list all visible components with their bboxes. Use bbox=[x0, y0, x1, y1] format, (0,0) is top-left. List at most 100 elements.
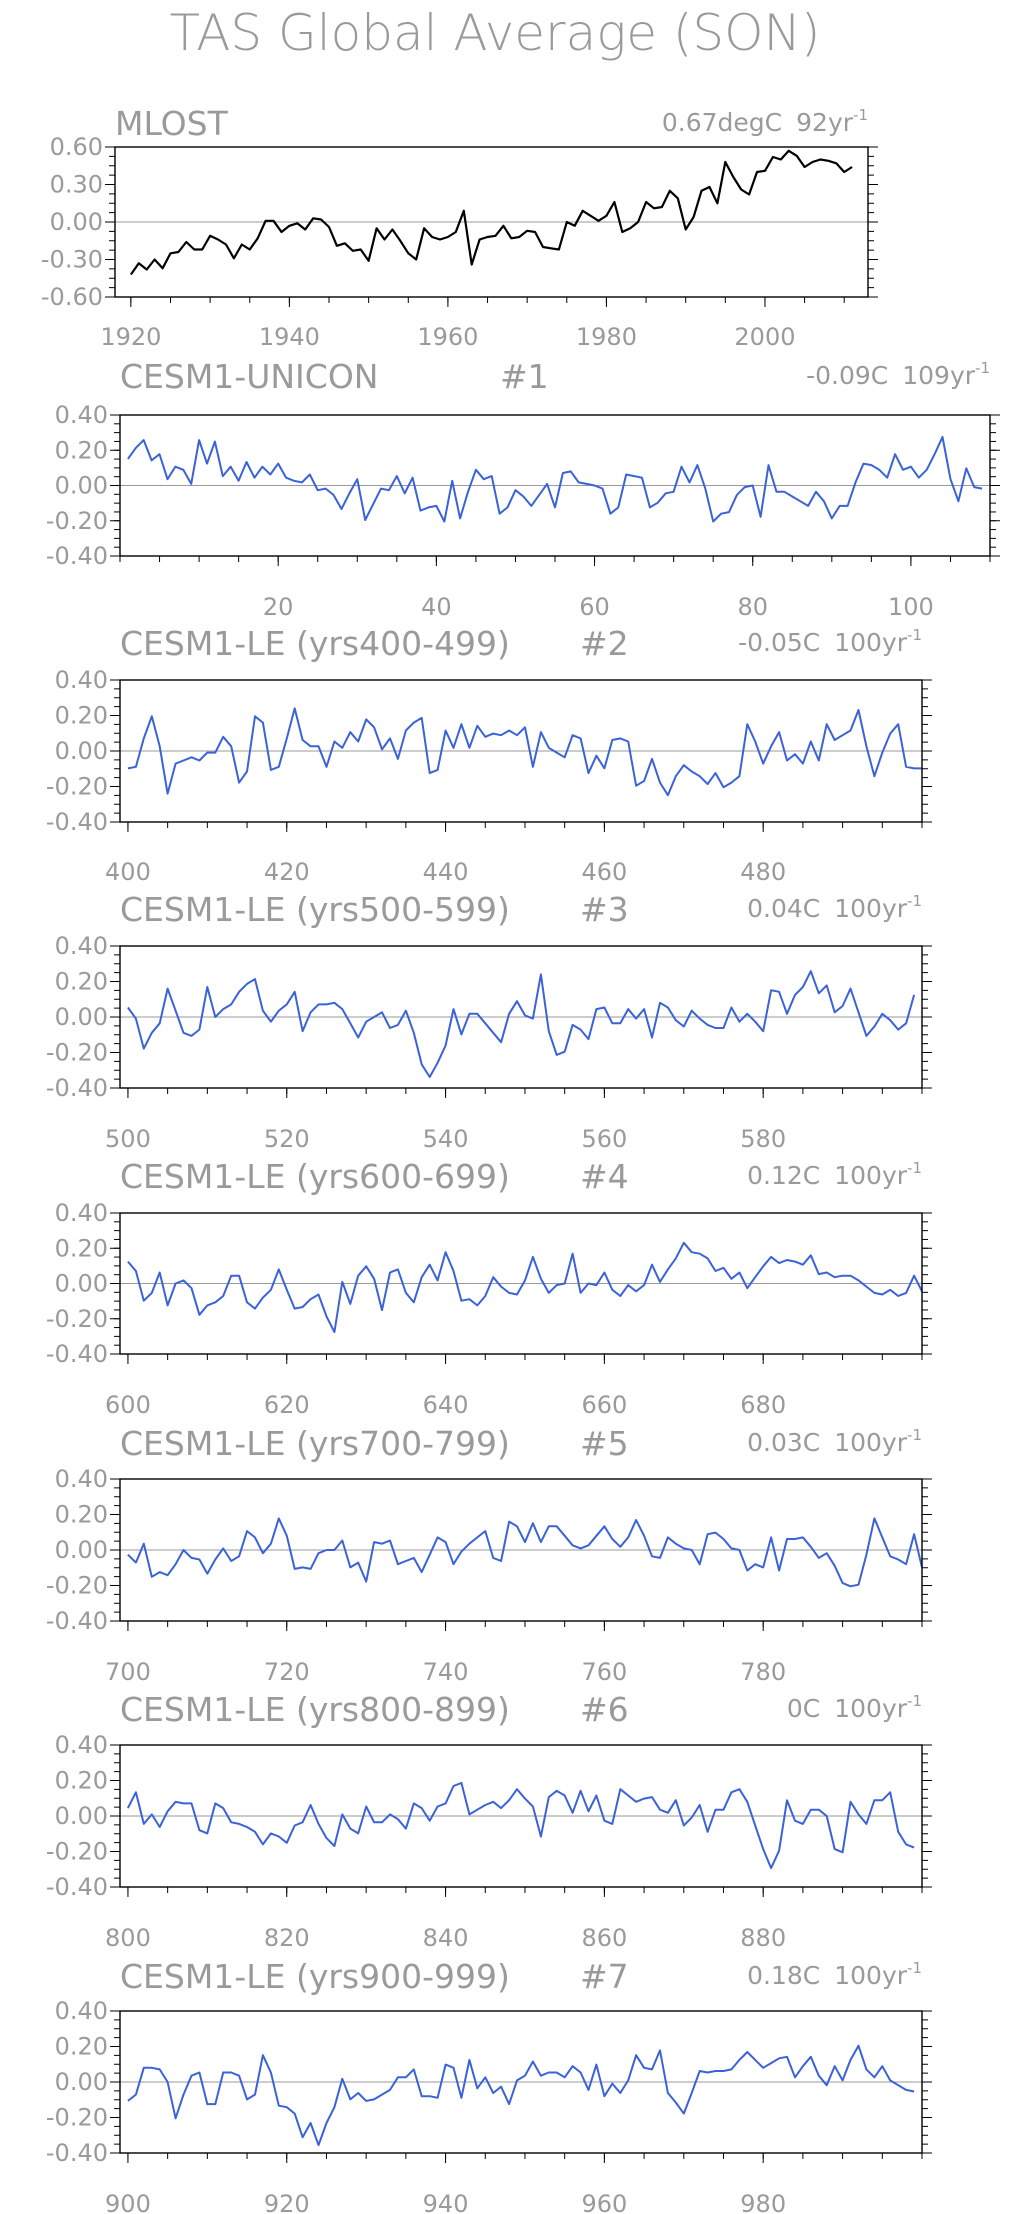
x-tick-label: 980 bbox=[740, 2190, 786, 2214]
x-tick-label: 580 bbox=[740, 1125, 786, 1153]
series-line bbox=[127, 435, 983, 523]
x-tick-label: 80 bbox=[737, 593, 768, 621]
x-tick-label: 740 bbox=[423, 1658, 469, 1686]
run-label: #4 bbox=[580, 1157, 629, 1196]
panel-3: CESM1-LE (yrs400-499) #2 -0.05C 100yr-1 0.40… bbox=[46, 624, 932, 886]
plot-frame bbox=[119, 1478, 923, 1622]
series-line bbox=[127, 970, 916, 1078]
y-tick-label: -0.20 bbox=[46, 1305, 108, 1333]
trend-period: 100yr bbox=[834, 894, 908, 923]
x-tick-label: 500 bbox=[105, 1125, 151, 1153]
x-tick-label: 780 bbox=[740, 1658, 786, 1686]
y-tick-label: 0.40 bbox=[55, 1199, 108, 1227]
y-tick-label: 0.40 bbox=[55, 1997, 108, 2025]
trend-period: 92yr bbox=[796, 108, 854, 137]
panel-title: MLOST bbox=[115, 104, 229, 143]
trend-label: 0.18C 100yr-1 bbox=[747, 1959, 922, 1990]
trend-exponent: -1 bbox=[907, 1959, 922, 1977]
plot-frame bbox=[114, 146, 869, 298]
plot-frame bbox=[119, 1212, 923, 1355]
y-tick-label: 0.00 bbox=[55, 1536, 108, 1564]
run-label: #3 bbox=[580, 890, 629, 929]
x-tick-label: 20 bbox=[263, 593, 294, 621]
y-tick-label: -0.60 bbox=[41, 283, 103, 311]
y-tick-label: -0.40 bbox=[46, 2139, 108, 2167]
y-tick-label: 0.20 bbox=[55, 436, 108, 464]
y-tick-label: -0.20 bbox=[46, 2104, 108, 2132]
x-tick-label: 940 bbox=[423, 2190, 469, 2214]
trend-exponent: -1 bbox=[907, 1159, 922, 1177]
y-tick-label: 0.20 bbox=[55, 968, 108, 996]
trend-value: 0.12C bbox=[747, 1161, 820, 1190]
trend-value: 0C bbox=[787, 1694, 820, 1723]
panel-title: CESM1-LE (yrs600-699) bbox=[120, 1157, 510, 1196]
panel-title: CESM1-LE (yrs500-599) bbox=[120, 890, 510, 929]
y-tick-label: 0.20 bbox=[55, 1767, 108, 1795]
x-tick-label: 100 bbox=[888, 593, 934, 621]
panels: MLOST 0.67degC 92yr-10.600.300.00-0.30-0.6… bbox=[41, 104, 1000, 2214]
trend-value: 0.18C bbox=[747, 1961, 820, 1990]
trend-period: 100yr bbox=[834, 628, 908, 657]
y-tick-label: -0.40 bbox=[46, 542, 108, 570]
x-tick-label: 960 bbox=[581, 2190, 627, 2214]
panel-title: CESM1-LE (yrs900-999) bbox=[120, 1957, 510, 1996]
run-label: #5 bbox=[580, 1424, 629, 1463]
trend-period: 100yr bbox=[834, 1694, 908, 1723]
x-tick-label: 2000 bbox=[734, 323, 795, 351]
trend-value: 0.04C bbox=[747, 894, 820, 923]
y-tick-label: 0.40 bbox=[55, 666, 108, 694]
x-tick-label: 40 bbox=[421, 593, 452, 621]
x-tick-label: 600 bbox=[105, 1391, 151, 1419]
x-tick-label: 400 bbox=[105, 858, 151, 886]
trend-label: -0.05C 100yr-1 bbox=[738, 626, 922, 657]
series-line bbox=[127, 2044, 915, 2147]
main-title: TAS Global Average (SON) bbox=[170, 4, 821, 62]
x-tick-label: 540 bbox=[423, 1125, 469, 1153]
trend-exponent: -1 bbox=[853, 106, 868, 124]
x-tick-label: 700 bbox=[105, 1658, 151, 1686]
panel-title: CESM1-LE (yrs700-799) bbox=[120, 1424, 510, 1463]
x-tick-label: 640 bbox=[423, 1391, 469, 1419]
x-tick-label: 1940 bbox=[259, 323, 320, 351]
y-tick-label: -0.20 bbox=[46, 1838, 108, 1866]
trend-exponent: -1 bbox=[975, 359, 990, 377]
y-tick-label: -0.20 bbox=[46, 773, 108, 801]
y-tick-label: -0.20 bbox=[46, 1572, 108, 1600]
series-line bbox=[130, 149, 853, 276]
trend-period: 100yr bbox=[834, 1161, 908, 1190]
x-tick-label: 920 bbox=[264, 2190, 310, 2214]
x-tick-label: 520 bbox=[264, 1125, 310, 1153]
panel-title: CESM1-LE (yrs800-899) bbox=[120, 1690, 510, 1729]
x-tick-label: 440 bbox=[423, 858, 469, 886]
trend-period: 109yr bbox=[902, 361, 976, 390]
plot-frame bbox=[119, 2010, 923, 2154]
y-tick-label: 0.00 bbox=[55, 1802, 108, 1830]
trend-label: 0.12C 100yr-1 bbox=[747, 1159, 922, 1190]
y-tick-label: 0.20 bbox=[55, 1234, 108, 1262]
x-tick-label: 1960 bbox=[417, 323, 478, 351]
y-tick-label: 0.00 bbox=[55, 472, 108, 500]
run-label: #2 bbox=[580, 624, 629, 663]
series-line bbox=[127, 1241, 923, 1334]
y-tick-label: 0.00 bbox=[55, 1003, 108, 1031]
x-tick-label: 880 bbox=[740, 1924, 786, 1952]
plot-frame bbox=[119, 945, 923, 1089]
y-tick-label: -0.20 bbox=[46, 507, 108, 535]
trend-label: 0.03C 100yr-1 bbox=[747, 1426, 922, 1457]
series-line bbox=[127, 1517, 923, 1588]
panel-4: CESM1-LE (yrs500-599) #3 0.04C 100yr-1 0.40 0… bbox=[46, 890, 932, 1153]
x-tick-label: 420 bbox=[264, 858, 310, 886]
x-tick-label: 840 bbox=[423, 1924, 469, 1952]
x-tick-label: 660 bbox=[581, 1391, 627, 1419]
plot-frame bbox=[119, 1744, 923, 1888]
x-tick-label: 60 bbox=[579, 593, 610, 621]
trend-value: 0.03C bbox=[747, 1428, 820, 1457]
y-tick-label: 0.00 bbox=[55, 737, 108, 765]
trend-exponent: -1 bbox=[907, 892, 922, 910]
run-label: #7 bbox=[580, 1957, 629, 1996]
trend-label: 0.67degC 92yr-1 bbox=[662, 106, 868, 137]
x-tick-label: 460 bbox=[581, 858, 627, 886]
trend-value: 0.67degC bbox=[662, 108, 782, 137]
y-tick-label: -0.40 bbox=[46, 808, 108, 836]
